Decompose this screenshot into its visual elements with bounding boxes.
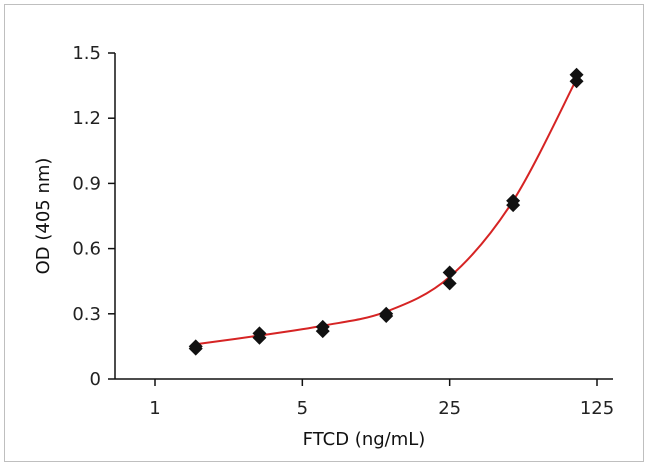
x-ticks: 1 5 25 125 (149, 379, 614, 419)
data-point-diamond (252, 326, 267, 341)
data-point-diamond (188, 339, 203, 354)
axes (114, 53, 613, 380)
y-tick-label: 0 (90, 369, 101, 390)
y-axis-title: OD (405 nm) (33, 158, 54, 275)
x-tick-label: 25 (438, 398, 461, 419)
data-point-diamond (569, 67, 584, 82)
data-point-diamond (315, 319, 330, 334)
fit-curve (195, 78, 578, 346)
y-tick-label: 1.2 (72, 108, 101, 129)
y-ticks: 0 0.3 0.6 0.9 1.2 1.5 (72, 43, 115, 390)
data-point-diamond (379, 306, 394, 321)
x-axis-title: FTCD (ng/mL) (303, 429, 426, 450)
x-tick-label: 5 (297, 398, 308, 419)
y-tick-label: 0.9 (72, 173, 101, 194)
y-tick-label: 0.3 (72, 304, 101, 325)
points-layer (188, 67, 584, 356)
data-point-diamond (442, 276, 457, 291)
x-tick-label: 1 (149, 398, 160, 419)
y-tick-label: 0.6 (72, 239, 101, 260)
data-point-diamond (506, 193, 521, 208)
data-point-diamond (442, 265, 457, 280)
y-tick-label: 1.5 (72, 43, 101, 64)
fit-layer (195, 78, 578, 346)
x-tick-label: 125 (580, 398, 614, 419)
chart-frame (4, 4, 644, 462)
